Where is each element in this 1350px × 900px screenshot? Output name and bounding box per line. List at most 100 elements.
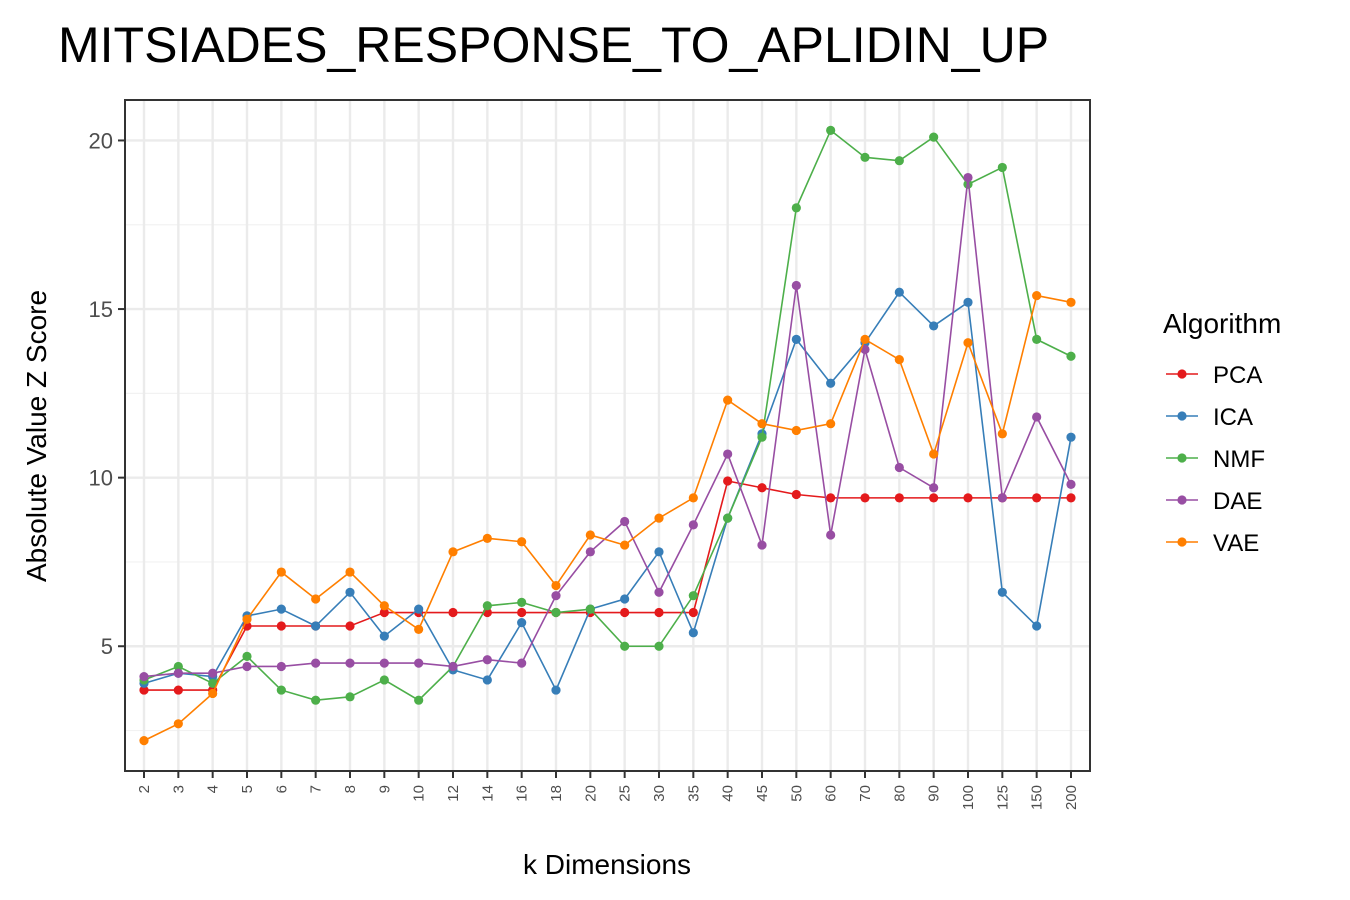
- data-point-pca: [276, 621, 286, 631]
- x-tick-label: 100: [960, 785, 977, 810]
- data-point-pca: [139, 685, 149, 695]
- data-point-dae: [929, 483, 939, 493]
- data-point-pca: [894, 493, 904, 503]
- data-point-nmf: [242, 651, 252, 661]
- x-tick-label: 90: [926, 785, 943, 802]
- legend-item-vae: VAE: [1166, 530, 1259, 557]
- series-vae: [139, 290, 1076, 746]
- data-point-nmf: [723, 513, 733, 523]
- data-point-dae: [517, 658, 527, 668]
- data-point-ica: [414, 604, 424, 614]
- data-point-dae: [482, 655, 492, 665]
- legend-key-point: [1177, 369, 1187, 379]
- data-point-vae: [482, 533, 492, 543]
- data-point-dae: [242, 661, 252, 672]
- data-point-pca: [448, 607, 458, 618]
- legend-label: DAE: [1213, 488, 1262, 515]
- x-tick-label: 7: [308, 785, 325, 793]
- data-point-ica: [894, 287, 904, 297]
- data-point-nmf: [997, 162, 1007, 173]
- data-point-vae: [1032, 290, 1042, 301]
- x-tick-label: 3: [170, 785, 187, 793]
- data-point-nmf: [551, 607, 561, 618]
- legend-label: VAE: [1213, 530, 1259, 557]
- x-tick-label: 10: [411, 785, 428, 802]
- data-point-dae: [997, 493, 1007, 503]
- data-point-dae: [723, 449, 733, 459]
- data-point-ica: [276, 604, 286, 614]
- data-point-vae: [688, 493, 698, 503]
- data-point-dae: [345, 658, 355, 668]
- data-point-nmf: [482, 601, 492, 611]
- data-point-vae: [654, 513, 664, 523]
- data-point-dae: [448, 661, 458, 672]
- panel-border: [124, 99, 1091, 772]
- data-point-ica: [1032, 621, 1042, 631]
- x-axis: 2 3 4 5 6 7 8 9 10 12 14 16 18 20 25 30 35 40 45 50 60 70 80 90…: [136, 771, 1080, 810]
- data-point-vae: [791, 425, 801, 436]
- data-point-nmf: [791, 203, 801, 213]
- data-point-ica: [311, 621, 321, 631]
- data-point-vae: [997, 429, 1007, 439]
- x-tick-label: 18: [548, 785, 565, 802]
- x-tick-label: 9: [376, 785, 393, 793]
- series-nmf: [139, 125, 1076, 705]
- legend: Algorithm PCA ICA NMF DAE VAE: [1163, 308, 1281, 557]
- data-point-nmf: [757, 432, 767, 442]
- series-line-vae: [143, 294, 1072, 742]
- x-tick-label: 40: [720, 785, 737, 802]
- legend-key-point: [1177, 411, 1187, 421]
- data-point-nmf: [311, 695, 321, 705]
- data-point-ica: [620, 594, 630, 604]
- legend-item-pca: PCA: [1166, 362, 1262, 389]
- data-point-ica: [654, 547, 664, 557]
- data-point-dae: [379, 658, 389, 668]
- data-point-nmf: [654, 641, 664, 651]
- data-point-dae: [826, 530, 836, 540]
- x-tick-label: 80: [891, 785, 908, 802]
- x-tick-label: 16: [514, 785, 531, 802]
- legend-key-point: [1177, 537, 1187, 547]
- legend-label: ICA: [1213, 404, 1253, 431]
- data-point-dae: [208, 668, 218, 678]
- data-point-pca: [1066, 493, 1076, 503]
- grid: [125, 100, 1090, 771]
- data-point-dae: [688, 520, 698, 530]
- data-point-dae: [654, 587, 664, 597]
- data-point-nmf: [860, 152, 870, 162]
- legend-item-ica: ICA: [1166, 404, 1253, 431]
- data-point-pca: [620, 607, 630, 618]
- data-point-pca: [173, 685, 183, 695]
- x-tick-label: 150: [1029, 785, 1046, 810]
- data-point-ica: [379, 631, 389, 641]
- x-tick-label: 20: [582, 785, 599, 802]
- legend-title: Algorithm: [1163, 308, 1281, 339]
- data-point-pca: [345, 621, 355, 631]
- data-point-vae: [551, 580, 561, 591]
- series-dae: [139, 172, 1076, 682]
- data-point-nmf: [585, 604, 595, 614]
- data-point-pca: [723, 476, 733, 486]
- x-tick-label: 6: [273, 785, 290, 793]
- data-point-pca: [1032, 493, 1042, 503]
- data-point-pca: [757, 483, 767, 493]
- x-tick-label: 35: [685, 785, 702, 802]
- y-tick-label: 10: [89, 466, 113, 491]
- series-line-ica: [143, 290, 1072, 692]
- x-tick-label: 45: [754, 785, 771, 802]
- x-tick-label: 60: [823, 785, 840, 802]
- data-point-dae: [173, 668, 183, 678]
- data-point-pca: [963, 493, 973, 503]
- data-point-dae: [894, 462, 904, 473]
- data-point-nmf: [894, 156, 904, 166]
- data-point-dae: [276, 661, 286, 672]
- data-point-vae: [379, 601, 389, 611]
- x-tick-label: 70: [857, 785, 874, 802]
- data-point-nmf: [276, 685, 286, 695]
- legend-item-dae: DAE: [1166, 488, 1262, 515]
- data-point-dae: [311, 658, 321, 668]
- legend-key-point: [1177, 495, 1187, 505]
- data-point-ica: [517, 618, 527, 628]
- chart-title: MITSIADES_RESPONSE_TO_APLIDIN_UP: [58, 17, 1049, 73]
